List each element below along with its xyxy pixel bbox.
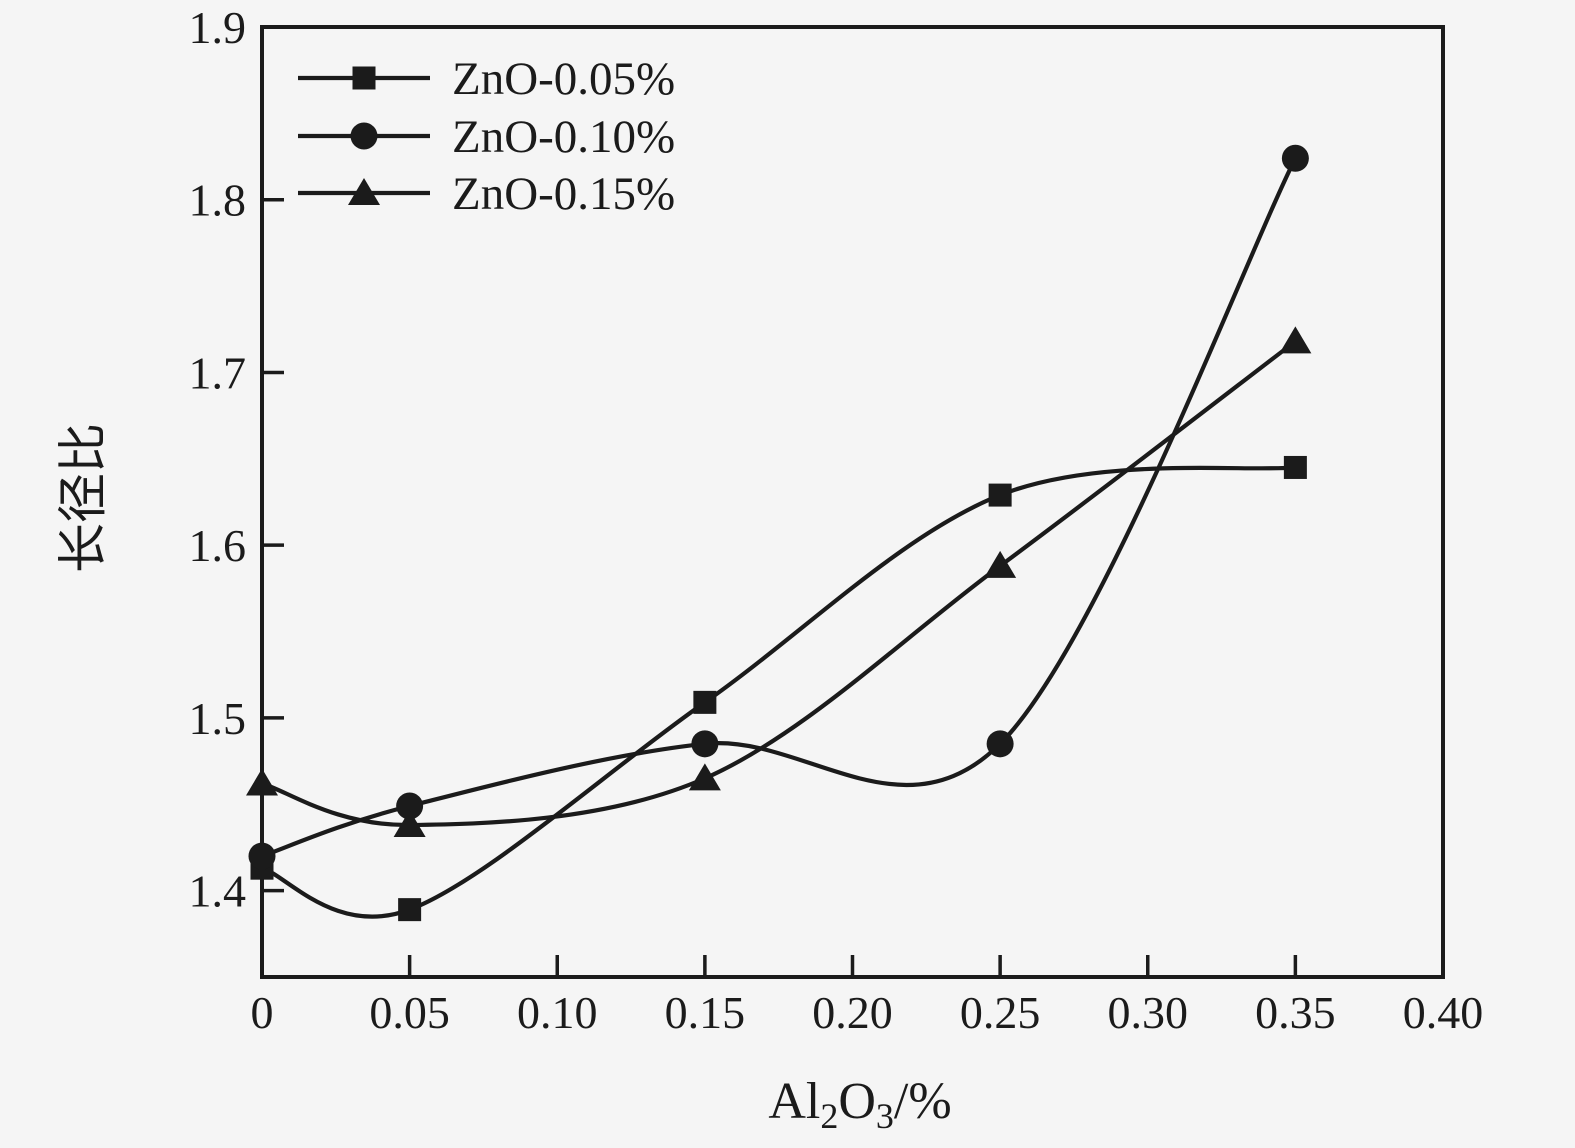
x-axis-tick-label: 0.25 <box>960 987 1041 1038</box>
y-axis-tick-label: 1.5 <box>189 693 247 744</box>
x-axis-tick-label: 0.35 <box>1255 987 1336 1038</box>
x-axis-tick-label: 0.40 <box>1403 987 1484 1038</box>
x-axis-tick-label: 0.20 <box>812 987 893 1038</box>
square-icon-marker <box>693 690 717 714</box>
triangle-icon-marker <box>984 550 1017 578</box>
x-axis-tick-label: 0.05 <box>369 987 450 1038</box>
triangle-icon-legend <box>348 178 380 205</box>
series-line-zno-0-15- <box>261 339 1297 828</box>
triangle-icon-marker <box>1279 326 1312 354</box>
y-axis-tick-label: 1.8 <box>189 175 247 226</box>
square-icon-marker <box>988 483 1012 507</box>
x-axis-tick-label: 0.10 <box>517 987 598 1038</box>
square-icon-legend <box>352 66 376 90</box>
plot-frame <box>260 25 1445 979</box>
circle-icon-legend <box>350 122 378 150</box>
y-axis-tick-label: 1.7 <box>189 347 247 398</box>
square-icon-marker <box>398 898 422 922</box>
circle-icon-marker <box>691 730 719 758</box>
y-axis-tick-label: 1.9 <box>189 2 247 53</box>
legend-label: ZnO-0.10% <box>452 111 675 163</box>
series-line-zno-0-10- <box>261 157 1298 859</box>
x-axis-tick-label: 0.15 <box>665 987 746 1038</box>
y-axis-tick-label: 1.4 <box>189 866 247 917</box>
circle-icon-marker <box>986 730 1014 758</box>
legend-label: ZnO-0.05% <box>452 53 675 105</box>
y-axis-tick-label: 1.6 <box>189 520 247 571</box>
circle-icon-marker <box>396 792 424 820</box>
x-axis-label: Al2O3/% <box>768 1073 951 1136</box>
legend-label: ZnO-0.15% <box>452 168 675 220</box>
triangle-icon-marker <box>393 810 426 837</box>
x-axis-tick-label: 0.30 <box>1108 987 1189 1038</box>
x-axis-tick-label: 0 <box>251 987 274 1038</box>
triangle-icon-marker <box>688 763 721 791</box>
square-icon-marker <box>1283 455 1307 479</box>
circle-icon-marker <box>248 842 276 870</box>
triangle-icon-marker <box>246 768 278 796</box>
circle-icon-marker <box>1281 144 1309 172</box>
y-axis-label: 长径比 <box>55 423 111 573</box>
series-line-zno-0-05- <box>261 465 1296 919</box>
